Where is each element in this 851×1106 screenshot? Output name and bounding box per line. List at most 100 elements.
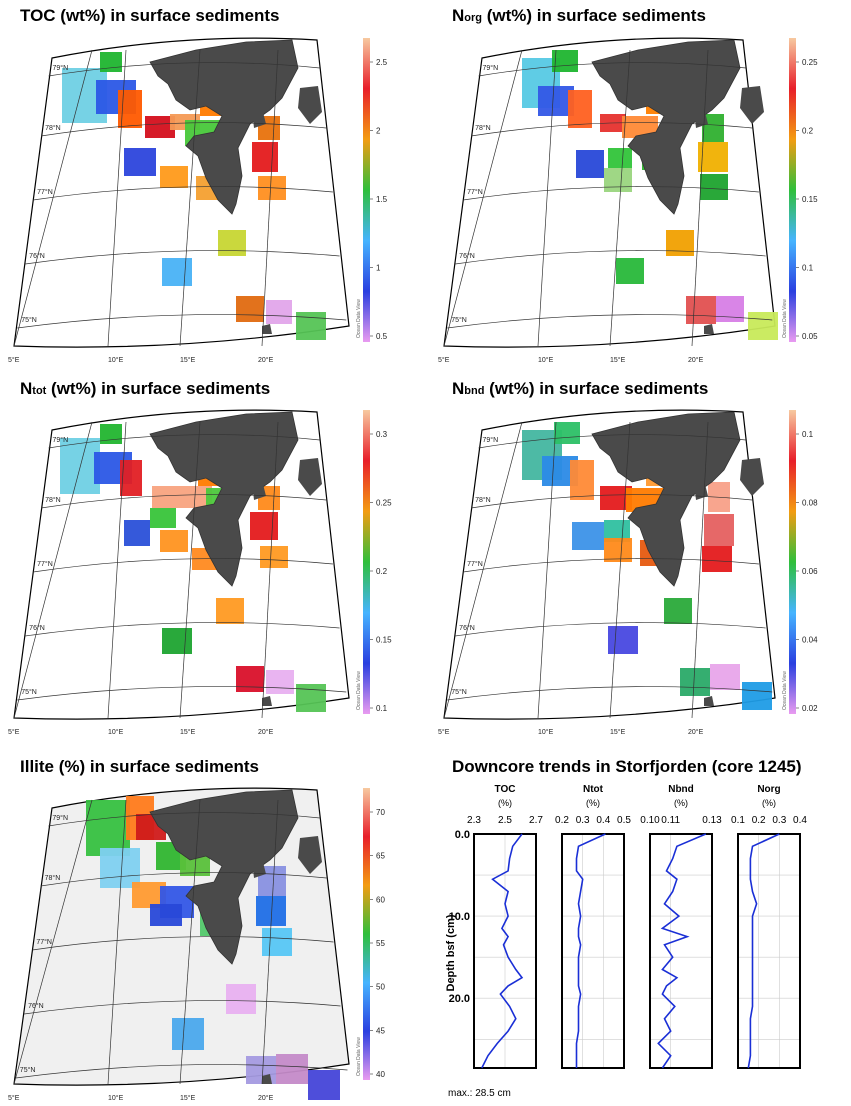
land-bjornoya — [262, 696, 272, 706]
sample-patch — [604, 168, 632, 192]
meridian-line — [261, 421, 279, 719]
sample-patch — [60, 438, 100, 494]
land-kong-karls — [740, 86, 764, 124]
map-content — [86, 789, 340, 1100]
column-unit: (%) — [498, 798, 512, 808]
sample-patch — [162, 258, 192, 286]
latitude-line — [48, 434, 320, 449]
sample-patch — [172, 1018, 204, 1050]
latitude-line — [463, 186, 759, 201]
sample-patch — [236, 666, 264, 692]
sample-patch — [145, 116, 175, 138]
sample-patch — [700, 174, 728, 200]
meridian-line — [537, 49, 557, 347]
sample-patch — [702, 114, 724, 142]
latitude-line — [40, 872, 327, 887]
sample-patch — [246, 1056, 276, 1084]
odv-watermark: Ocean Data View — [356, 671, 362, 710]
sample-patch — [622, 116, 658, 138]
latitude-line — [455, 250, 766, 265]
colorbar — [789, 410, 796, 714]
map-content — [62, 39, 326, 340]
column-tick-label: 0.13 — [702, 815, 722, 826]
sample-patch — [604, 520, 630, 542]
colorbar-label: 0.1 — [376, 704, 388, 713]
land-bjornoya — [262, 1074, 272, 1084]
longitude-label: 15°E — [180, 356, 196, 364]
latitude-line — [41, 494, 327, 509]
longitude-label: 15°E — [180, 728, 196, 736]
latitude-label: 78°N — [45, 496, 61, 504]
latitude-line — [471, 122, 753, 137]
sample-patch — [570, 460, 594, 500]
sample-patch — [236, 296, 264, 322]
column-unit: (%) — [674, 798, 688, 808]
latitude-label: 79°N — [53, 64, 69, 72]
latitude-line — [447, 314, 773, 329]
sample-patch — [150, 508, 176, 528]
land-svalbard — [149, 789, 299, 965]
land-kong-karls — [740, 458, 764, 496]
latitude-line — [48, 62, 320, 77]
meridian-line — [179, 421, 201, 719]
meridian-line — [107, 421, 127, 719]
latitude-label: 75°N — [451, 316, 467, 324]
downcore-chart: Depth bsf (cm) 0.0 10.0 20.0 TOC (%) 2.3 2.5 2.7… — [430, 778, 851, 1106]
sample-patch — [576, 150, 604, 178]
colorbar — [363, 410, 370, 714]
sample-patch — [250, 512, 278, 540]
odv-watermark: Ocean Data View — [356, 1037, 362, 1076]
longitude-label: 5°E — [8, 1094, 20, 1102]
depth-tick-label: 10.0 — [449, 911, 470, 923]
longitude-label: 10°E — [108, 1094, 124, 1102]
colorbar-label: 0.25 — [802, 58, 818, 67]
latitude-label: 75°N — [451, 688, 467, 696]
colorbar-label: 0.25 — [376, 499, 392, 508]
latitude-label: 77°N — [36, 938, 52, 946]
sample-patch — [608, 626, 638, 654]
map-content — [60, 411, 326, 712]
sample-patch — [262, 928, 292, 956]
sample-patch — [150, 904, 182, 926]
sample-patch — [252, 142, 278, 172]
profile-line — [575, 833, 606, 1068]
colorbar-label: 0.08 — [802, 499, 818, 508]
latitude-label: 77°N — [467, 188, 483, 196]
sample-patch — [160, 530, 188, 552]
column-tick-label: 0.3 — [772, 815, 786, 826]
downcore-title: Downcore trends in Storfjorden (core 124… — [452, 757, 802, 776]
sample-patch — [260, 546, 288, 568]
colorbar-label: 0.1 — [802, 264, 814, 273]
sample-patch — [748, 312, 778, 340]
sample-patch — [742, 682, 772, 710]
meridian-line — [609, 421, 631, 719]
colorbar-label: 0.15 — [376, 636, 392, 645]
colorbar-label: 0.1 — [802, 430, 814, 439]
longitude-label: 10°E — [538, 356, 554, 364]
sample-patch — [124, 148, 156, 176]
column-name: Ntot — [583, 784, 604, 795]
longitude-label: 5°E — [438, 356, 450, 364]
land-svalbard — [149, 411, 299, 587]
sample-patch — [608, 148, 632, 168]
latitude-label: 75°N — [21, 316, 37, 324]
sample-patch — [100, 848, 140, 888]
colorbar-label: 0.2 — [802, 127, 814, 136]
column-frame — [649, 833, 713, 1069]
colorbar-label: 0.04 — [802, 636, 818, 645]
longitude-label: 5°E — [8, 356, 20, 364]
colorbar — [363, 38, 370, 342]
latitude-label: 77°N — [467, 560, 483, 568]
column-name: Norg — [757, 784, 780, 795]
illite-map: 79°N 78°N 77°N 76°N 75°N 5°E 10°E 15°E 20°E 70 65 6… — [0, 778, 425, 1106]
sample-patch — [664, 598, 692, 624]
max-depth-note: max.: 28.5 cm — [448, 1088, 511, 1099]
latitude-line — [471, 494, 753, 509]
illite-map-title: Illite (%) in surface sediments — [20, 757, 260, 776]
longitude-label: 5°E — [8, 728, 20, 736]
sample-patch — [120, 460, 142, 496]
colorbar-label: 70 — [376, 808, 385, 817]
land-svalbard — [591, 39, 741, 215]
sample-patch — [266, 300, 292, 324]
latitude-line — [447, 686, 773, 701]
